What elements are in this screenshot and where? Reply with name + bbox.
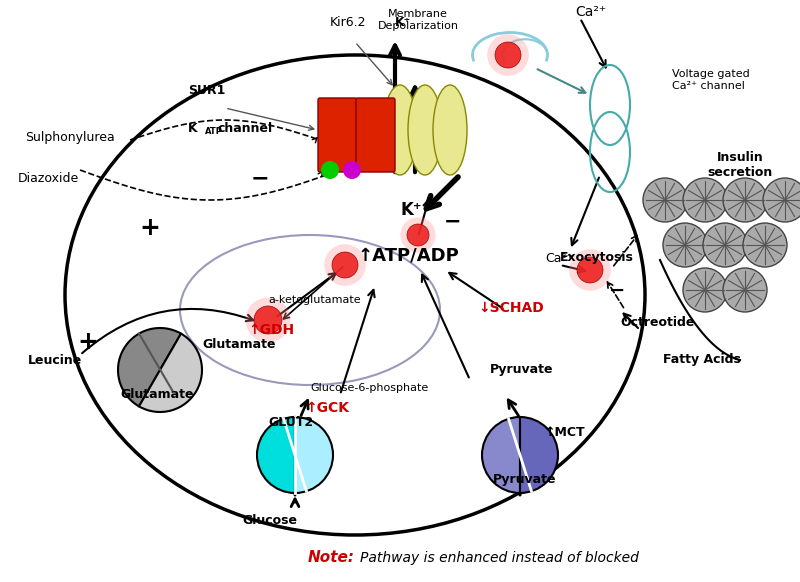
Text: ↓SCHAD: ↓SCHAD xyxy=(478,301,544,315)
Circle shape xyxy=(683,268,727,312)
Circle shape xyxy=(570,249,611,291)
Ellipse shape xyxy=(408,85,442,175)
Text: −: − xyxy=(609,281,625,300)
Circle shape xyxy=(743,223,787,267)
Text: +: + xyxy=(78,330,98,354)
Text: GLUT2: GLUT2 xyxy=(268,417,313,430)
Circle shape xyxy=(246,297,290,342)
Circle shape xyxy=(703,223,747,267)
Text: ↑GCK: ↑GCK xyxy=(305,401,349,415)
Text: Insulin
secretion: Insulin secretion xyxy=(707,151,773,179)
Circle shape xyxy=(723,268,767,312)
Wedge shape xyxy=(139,333,202,412)
Text: Glutamate: Glutamate xyxy=(120,389,194,402)
Text: Leucine: Leucine xyxy=(28,353,82,367)
Text: Glucose-6-phosphate: Glucose-6-phosphate xyxy=(310,383,428,393)
Circle shape xyxy=(254,306,282,334)
Circle shape xyxy=(495,42,521,68)
FancyBboxPatch shape xyxy=(318,98,357,172)
Text: Voltage gated
Ca²⁺ channel: Voltage gated Ca²⁺ channel xyxy=(672,69,750,91)
Text: K: K xyxy=(188,122,198,134)
Text: a-ketoglutamate: a-ketoglutamate xyxy=(268,295,361,305)
Text: Diazoxide: Diazoxide xyxy=(18,172,79,184)
Text: Octreotide: Octreotide xyxy=(620,315,694,328)
Text: ↑GDH: ↑GDH xyxy=(248,323,294,337)
Text: Exocytosis: Exocytosis xyxy=(560,251,634,264)
Circle shape xyxy=(487,34,529,76)
Wedge shape xyxy=(118,328,181,406)
Text: Ca²⁺: Ca²⁺ xyxy=(545,251,573,264)
Circle shape xyxy=(321,161,339,179)
Circle shape xyxy=(643,178,687,222)
Text: K⁺: K⁺ xyxy=(395,16,411,29)
Circle shape xyxy=(400,218,436,253)
Circle shape xyxy=(324,244,366,286)
Text: Kir6.2: Kir6.2 xyxy=(330,16,366,29)
Text: ↑MCT: ↑MCT xyxy=(545,425,586,438)
Text: Pyruvate: Pyruvate xyxy=(490,364,554,377)
Wedge shape xyxy=(257,417,295,493)
Text: Glutamate: Glutamate xyxy=(202,339,275,352)
Circle shape xyxy=(663,223,707,267)
Text: Pyruvate: Pyruvate xyxy=(493,474,557,487)
Text: Glucose: Glucose xyxy=(242,513,298,527)
Circle shape xyxy=(407,224,429,246)
FancyBboxPatch shape xyxy=(356,98,395,172)
Text: +: + xyxy=(139,216,161,240)
Circle shape xyxy=(763,178,800,222)
Text: Sulphonylurea: Sulphonylurea xyxy=(25,132,114,144)
Ellipse shape xyxy=(383,85,417,175)
Ellipse shape xyxy=(433,85,467,175)
Circle shape xyxy=(332,252,358,278)
Circle shape xyxy=(343,161,361,179)
Text: Ca²⁺: Ca²⁺ xyxy=(575,5,606,19)
Text: ATP: ATP xyxy=(205,126,223,136)
Text: −: − xyxy=(444,212,462,232)
Text: Note:: Note: xyxy=(308,551,355,566)
Circle shape xyxy=(723,178,767,222)
Text: SUR1: SUR1 xyxy=(188,83,226,97)
Text: ↑ATP/ADP: ↑ATP/ADP xyxy=(358,246,460,264)
Text: K⁺: K⁺ xyxy=(400,201,422,219)
Circle shape xyxy=(683,178,727,222)
Wedge shape xyxy=(482,417,520,493)
Circle shape xyxy=(577,257,603,283)
Text: Fatty Acids: Fatty Acids xyxy=(663,353,741,367)
Wedge shape xyxy=(295,417,333,493)
Text: Membrane
Depolarization: Membrane Depolarization xyxy=(378,9,458,31)
Text: Pathway is enhanced instead of blocked: Pathway is enhanced instead of blocked xyxy=(360,551,639,565)
Text: −: − xyxy=(250,168,270,188)
Text: channel: channel xyxy=(218,122,273,134)
Wedge shape xyxy=(520,417,558,493)
